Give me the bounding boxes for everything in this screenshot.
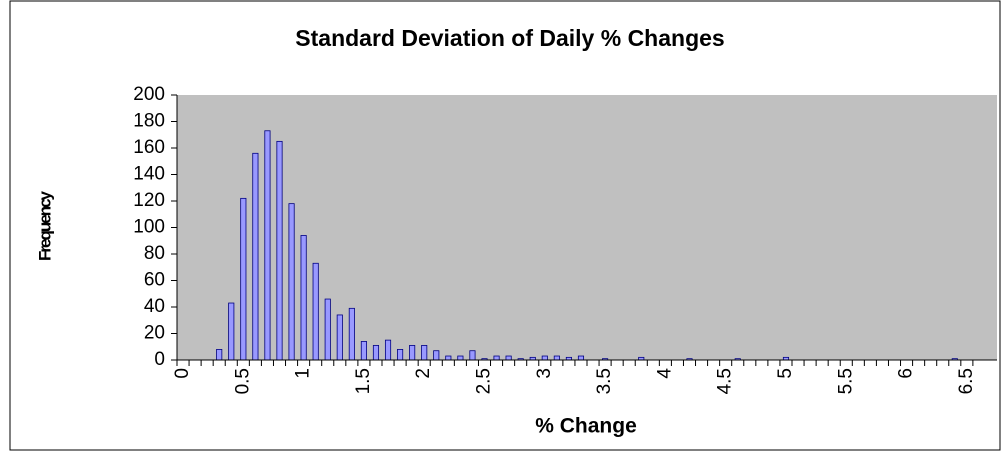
x-tick-label: 4.5 [715, 368, 736, 394]
y-tick-label: 100 [133, 217, 165, 238]
x-tick-label: 6.5 [956, 368, 977, 394]
y-tick-label: 20 [144, 323, 165, 344]
x-tick-label: 6 [896, 368, 917, 379]
bar [360, 341, 367, 361]
y-tick-label: 180 [133, 111, 165, 132]
y-axis-title: Frequency [35, 190, 54, 261]
plot-area [177, 95, 997, 360]
y-tick-label: 80 [144, 243, 165, 264]
x-tick-label: 5.5 [835, 368, 856, 394]
bar [493, 355, 500, 361]
bar [348, 307, 355, 361]
bar [384, 339, 392, 361]
x-tick-label: 4 [654, 368, 675, 379]
x-tick-label: 1.5 [353, 368, 374, 394]
x-tick-label: 3.5 [594, 368, 615, 394]
y-tick-label: 40 [144, 296, 165, 317]
bar [409, 345, 416, 361]
y-tick-label: 160 [133, 137, 165, 158]
bar [505, 355, 512, 361]
bar [312, 262, 319, 361]
x-tick-label: 3 [534, 368, 555, 379]
bar [228, 302, 235, 361]
bar [336, 314, 343, 361]
y-tick-label: 0 [154, 349, 165, 370]
bar [240, 197, 247, 361]
bar [433, 350, 440, 361]
x-tick-label: 2.5 [474, 368, 495, 394]
y-tick-label: 140 [133, 164, 165, 185]
x-axis-title: % Change [535, 415, 637, 438]
x-tick-label: 0.5 [232, 368, 253, 394]
bar [300, 235, 307, 361]
bar [264, 130, 271, 361]
x-tick-label: 5 [775, 368, 796, 379]
chart-title: Standard Deviation of Daily % Changes [295, 25, 724, 51]
bar [276, 140, 283, 361]
x-tick-label: 0 [172, 368, 193, 379]
bar [324, 298, 331, 361]
bar [457, 355, 464, 361]
bar [252, 152, 259, 361]
bar [288, 203, 295, 361]
x-tick-label: 2 [413, 368, 434, 379]
y-tick-label: 60 [144, 270, 165, 291]
bar [397, 348, 404, 361]
bar [421, 345, 428, 361]
bar [216, 348, 223, 361]
x-tick-label: 1 [293, 368, 314, 379]
y-tick-label: 200 [133, 84, 165, 105]
bar [541, 355, 548, 361]
bar [445, 355, 452, 361]
bar [577, 355, 585, 361]
bar [469, 350, 476, 361]
y-tick-label: 120 [133, 190, 165, 211]
bar [553, 355, 560, 361]
bar [372, 345, 380, 361]
